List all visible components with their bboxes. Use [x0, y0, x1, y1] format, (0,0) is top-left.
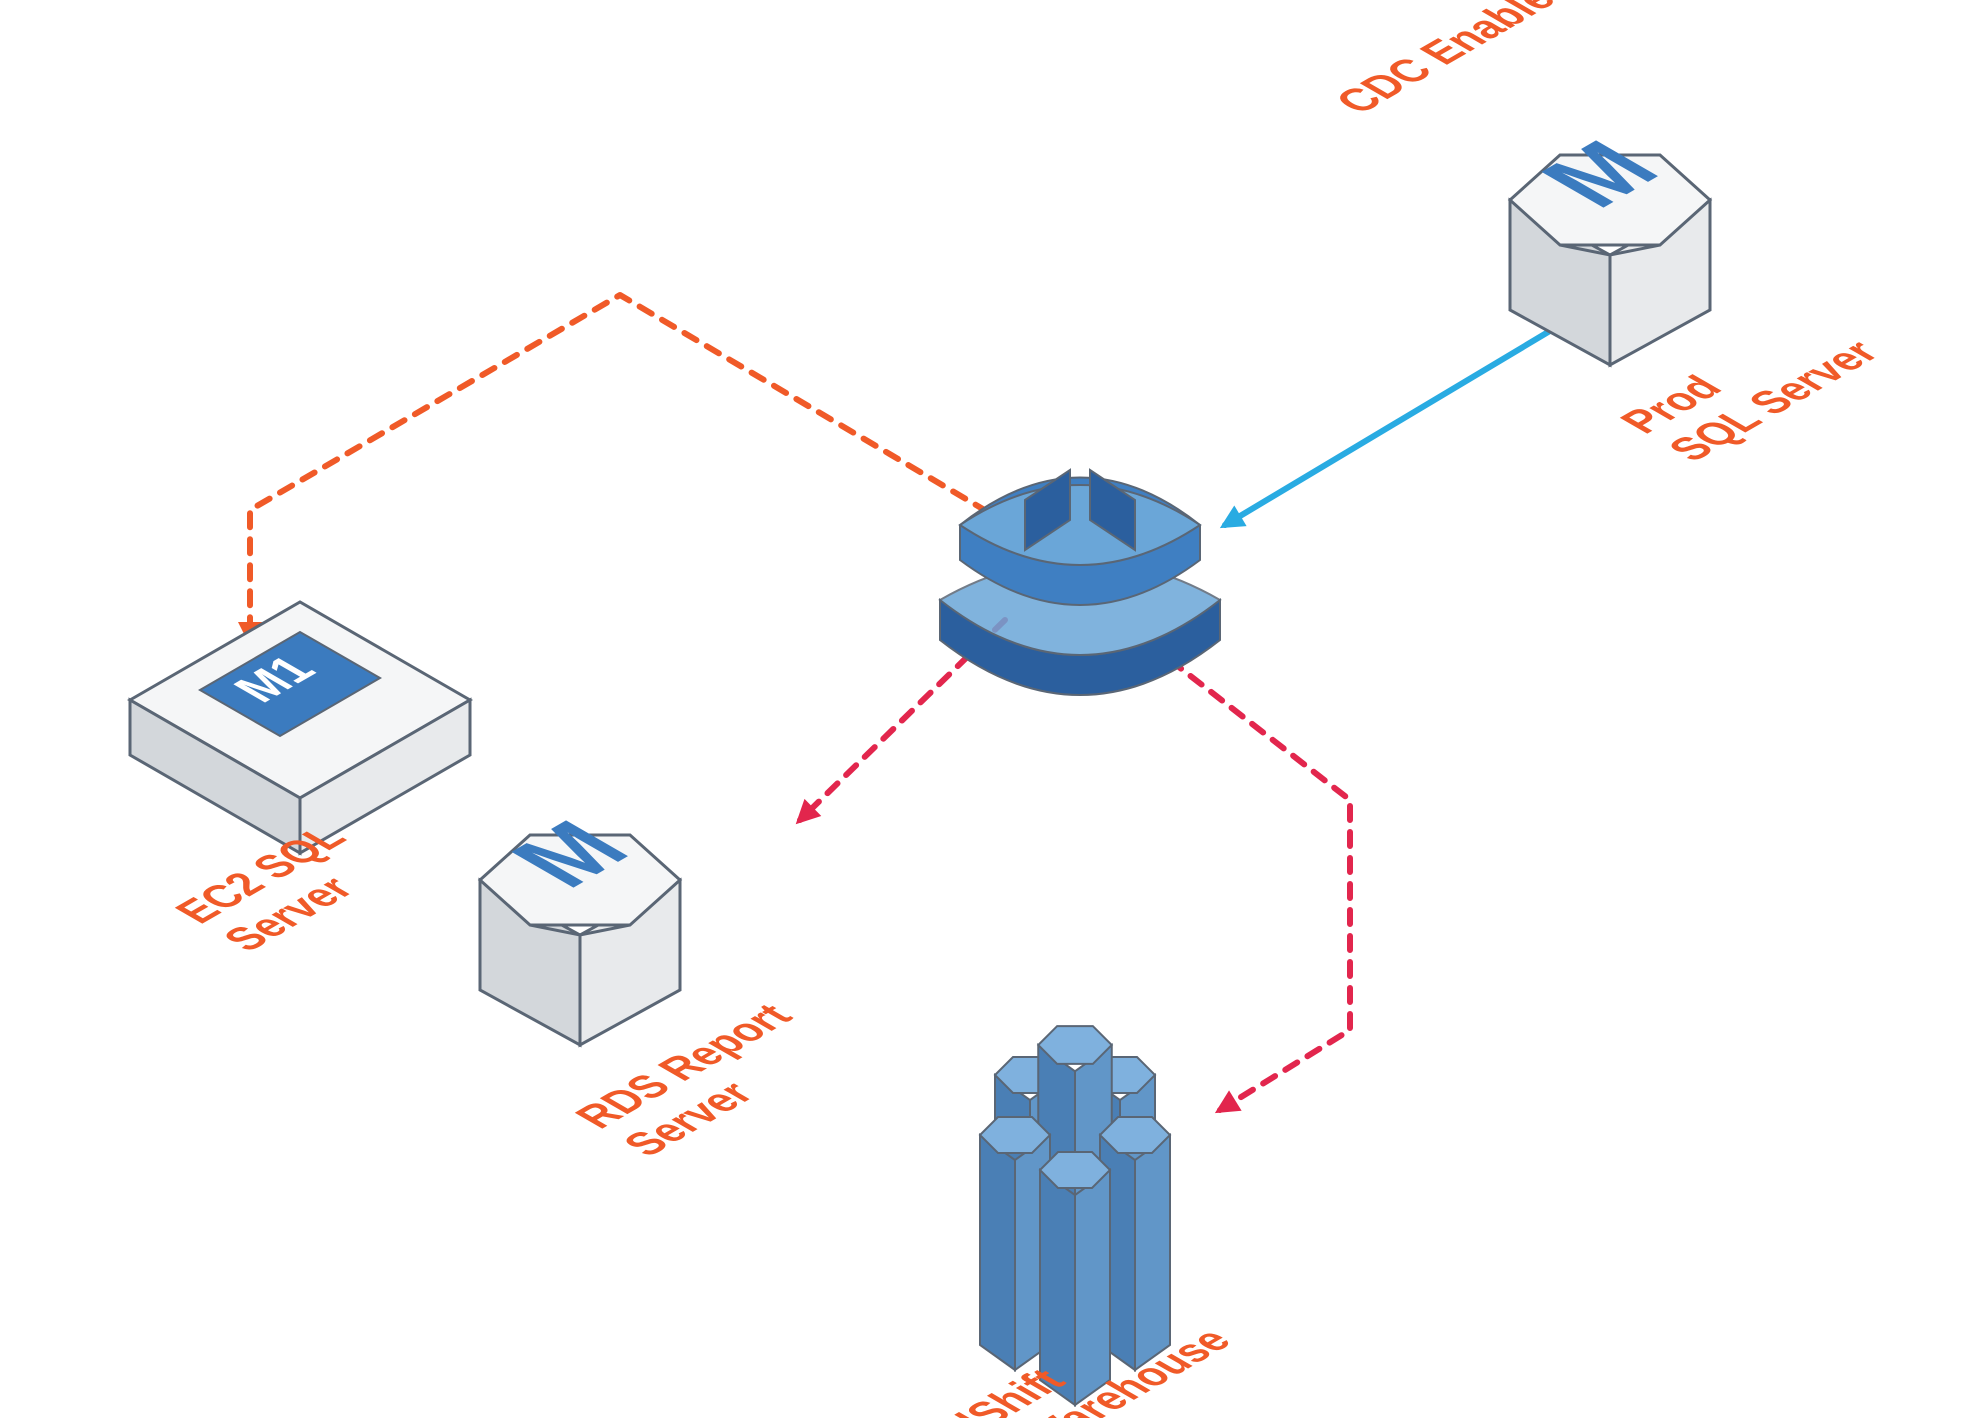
label-cdc: CDC Enabled [1325, 0, 1589, 120]
label-ec2: EC2 SQLServer [165, 819, 406, 958]
node-ec2: M1 [130, 602, 470, 853]
node-redshift [980, 1026, 1170, 1405]
node-hub [940, 470, 1220, 695]
edge-prod-hub [1225, 310, 1585, 525]
edge-hub-ec2 [250, 295, 1010, 640]
label-cdc-line-0: CDC Enabled [1325, 0, 1589, 120]
node-rds: M [480, 806, 680, 1045]
node-prod: M [1510, 126, 1710, 365]
edge-hub-redshift [1170, 660, 1350, 1110]
